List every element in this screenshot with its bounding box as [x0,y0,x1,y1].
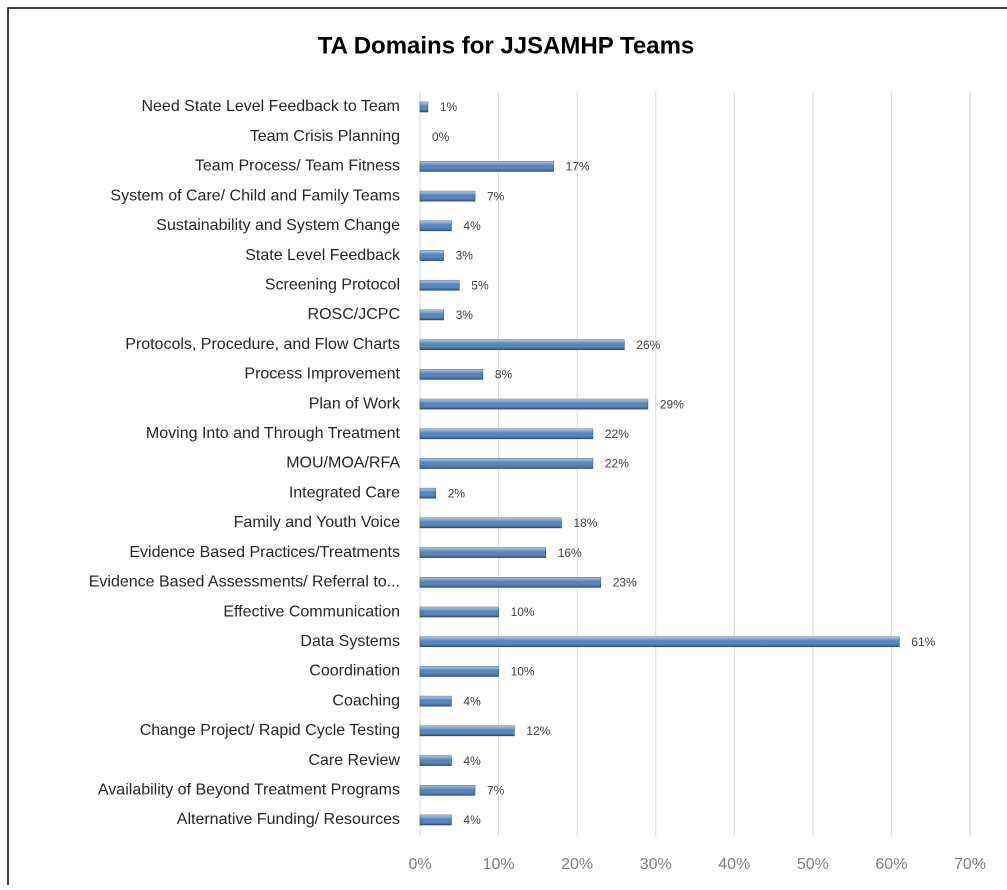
bar-shade [420,369,483,380]
x-tick-label: 10% [483,856,515,873]
chart-title: TA Domains for JJSAMHP Teams [318,32,695,59]
bar-shade [420,220,452,231]
y-tick-label: Availability of Beyond Treatment Program… [98,782,400,799]
bar-shade [420,785,475,796]
bar-shade [420,191,475,202]
data-label: 61% [911,635,935,649]
y-tick-label: Data Systems [300,633,400,650]
y-tick-label: Sustainability and System Change [156,217,400,234]
y-tick-label: Process Improvement [244,366,400,383]
y-tick-label: Change Project/ Rapid Cycle Testing [140,722,400,739]
data-label: 10% [511,605,535,619]
data-label: 0% [432,130,450,144]
data-label: 16% [558,546,582,560]
data-label: 5% [471,278,489,292]
data-label: 1% [440,100,458,114]
data-label: 10% [511,665,535,679]
x-tick-label: 20% [561,856,593,873]
bar-shade [420,517,562,528]
y-tick-label: Team Crisis Planning [250,128,400,145]
bar-shade [420,250,444,261]
data-label: 4% [463,219,481,233]
y-tick-label: Need State Level Feedback to Team [141,98,400,115]
bar-shade [420,547,546,558]
bar-shade [420,636,900,647]
x-tick-label: 60% [875,856,907,873]
data-label: 12% [526,724,550,738]
data-label: 2% [448,486,466,500]
y-tick-label: Alternative Funding/ Resources [177,811,400,828]
x-tick-label: 30% [640,856,672,873]
data-label: 22% [605,457,629,471]
data-label: 4% [463,754,481,768]
bar-shade [420,280,460,291]
data-label: 3% [456,308,474,322]
bar-shade [420,696,452,707]
y-tick-label: Plan of Work [309,395,401,412]
y-tick-label: System of Care/ Child and Family Teams [110,187,400,204]
y-tick-label: Evidence Based Assessments/ Referral to.… [89,574,400,591]
chart-border [7,7,1007,890]
bar-shade [420,309,444,320]
data-label: 18% [573,516,597,530]
y-tick-label: Screening Protocol [265,276,400,293]
data-label: 17% [566,160,590,174]
y-tick-label: State Level Feedback [245,247,401,264]
bar-shade [420,161,554,172]
y-tick-label: Integrated Care [289,484,400,501]
y-tick-label: Team Process/ Team Fitness [195,158,400,175]
x-tick-label: 40% [718,856,750,873]
bar-shade [420,428,593,439]
x-tick-label: 70% [954,856,986,873]
data-label: 26% [636,338,660,352]
data-label: 22% [605,427,629,441]
bar-shade [420,488,436,499]
y-tick-label: Moving Into and Through Treatment [146,425,401,442]
bar-shade [420,607,499,618]
y-tick-label: Family and Youth Voice [234,514,400,531]
y-tick-label: Evidence Based Practices/Treatments [129,544,400,561]
bar-shade [420,577,601,588]
x-tick-label: 50% [797,856,829,873]
bar-shade [420,399,648,410]
data-label: 4% [463,813,481,827]
bar-shade [420,458,593,469]
y-tick-label: Effective Communication [223,603,400,620]
bar-shade [420,666,499,677]
y-tick-label: Coordination [309,663,400,680]
bar-shade [420,755,452,766]
data-label: 29% [660,397,684,411]
y-tick-label: Coaching [332,692,400,709]
bar-shade [420,815,452,825]
y-tick-label: ROSC/JCPC [308,306,400,323]
y-tick-label: MOU/MOA/RFA [286,455,400,472]
data-label: 7% [487,189,505,203]
data-label: 8% [495,368,513,382]
y-tick-label: Protocols, Procedure, and Flow Charts [125,336,400,353]
data-label: 7% [487,783,505,797]
bar-shade [420,339,625,350]
bar-shade [420,725,515,736]
bar-shade [420,102,428,112]
y-tick-label: Care Review [308,752,400,769]
data-label: 3% [456,249,474,263]
x-tick-label: 0% [408,856,431,873]
data-label: 23% [613,576,637,590]
data-label: 4% [463,694,481,708]
